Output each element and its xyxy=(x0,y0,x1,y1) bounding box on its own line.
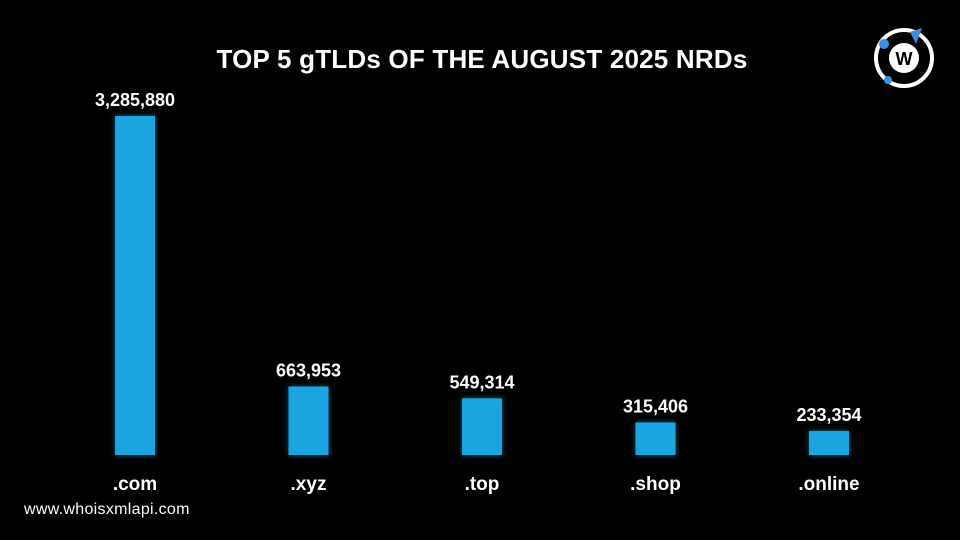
footer-url: www.whoisxmlapi.com xyxy=(24,501,190,518)
bar-xyz xyxy=(288,386,329,455)
category-label-com: .com xyxy=(113,474,157,495)
value-label-shop: 315,406 xyxy=(623,396,688,416)
bar-top xyxy=(462,398,502,455)
chart-title: TOP 5 gTLDs OF THE AUGUST 2025 NRDs xyxy=(216,44,748,74)
logo-letter: W xyxy=(896,49,913,69)
bar-shop xyxy=(635,422,676,455)
bar-online xyxy=(809,430,849,455)
value-label-online: 233,354 xyxy=(796,405,861,425)
value-label-top: 549,314 xyxy=(449,372,514,392)
value-label-xyz: 663,953 xyxy=(276,361,341,381)
category-label-top: .top xyxy=(465,474,500,495)
category-label-online: .online xyxy=(798,474,859,495)
bar-com xyxy=(115,116,155,455)
whoisxmlapi-logo-icon: W xyxy=(874,28,934,88)
category-label-shop: .shop xyxy=(630,474,681,495)
category-label-xyz: .xyz xyxy=(291,474,327,495)
value-label-com: 3,285,880 xyxy=(95,90,175,110)
